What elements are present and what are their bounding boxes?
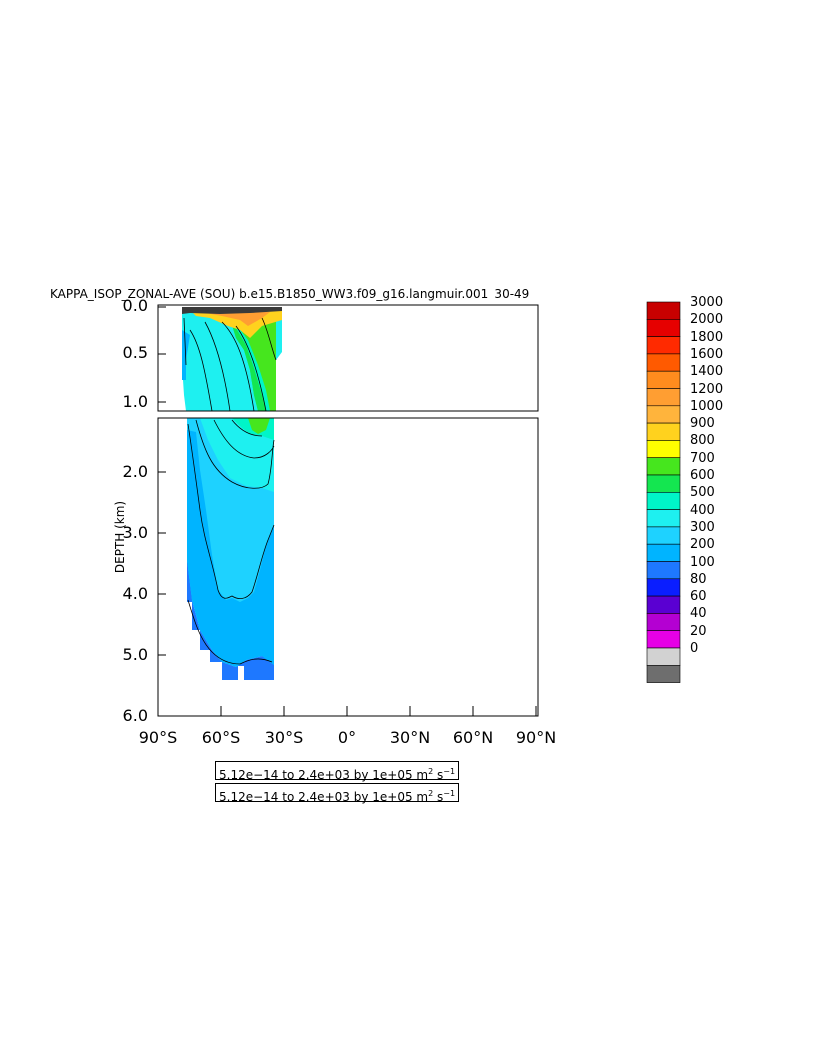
colorbar-label-14: 200 bbox=[690, 537, 715, 553]
contour-info-unit-tail-2: s bbox=[437, 790, 444, 804]
colorbar-swatch-2 bbox=[646, 336, 681, 355]
y-tick-label-1: 0.5 bbox=[122, 343, 148, 362]
lower-field-midblue bbox=[187, 430, 274, 667]
y-tick-label-4: 3.0 bbox=[122, 523, 148, 542]
x-tick-label-60n: 60°N bbox=[452, 728, 494, 747]
x-tick-label-0: 0° bbox=[337, 728, 357, 747]
colorbar-label-6: 1000 bbox=[690, 398, 724, 414]
colorbar-label-4: 1400 bbox=[690, 364, 724, 380]
x-tick-label-30s: 30°S bbox=[264, 728, 304, 747]
colorbar-swatch-18 bbox=[646, 613, 681, 632]
upper-panel-frame bbox=[157, 304, 539, 412]
colorbar-label-2: 1800 bbox=[690, 329, 724, 345]
y-tick-label-7: 6.0 bbox=[122, 706, 148, 725]
colorbar-swatch-11 bbox=[646, 491, 681, 510]
contour-info-sup-2b: 2 bbox=[428, 789, 434, 798]
colorbar-swatch-3 bbox=[646, 353, 681, 372]
contour-info-box-2: 5.12e−14 to 2.4e+03 by 1e+05 m2 s−1 bbox=[215, 783, 460, 804]
colorbar-swatch-7 bbox=[646, 422, 681, 441]
colorbar-label-7: 900 bbox=[690, 416, 715, 432]
colorbar-label-12: 400 bbox=[690, 502, 715, 518]
colorbar-swatch-0 bbox=[646, 301, 681, 320]
colorbar-label-8: 800 bbox=[690, 433, 715, 449]
colorbar-swatch-6 bbox=[646, 405, 681, 424]
colorbar-label-15: 100 bbox=[690, 554, 715, 570]
colorbar-label-16: 80 bbox=[690, 571, 707, 587]
contour-info-text-1: 5.12e−14 to 2.4e+03 by 1e+05 m bbox=[219, 768, 429, 782]
contour-info-unit-tail-1: s bbox=[437, 768, 444, 782]
contour-info-text-2: 5.12e−14 to 2.4e+03 by 1e+05 m bbox=[219, 790, 429, 804]
colorbar-label-3: 1600 bbox=[690, 346, 724, 362]
colorbar-label-10: 600 bbox=[690, 468, 715, 483]
colorbar-swatch-16 bbox=[646, 578, 681, 597]
lower-panel-field bbox=[187, 418, 275, 680]
colorbar-swatch-21 bbox=[646, 664, 681, 683]
y-tick-label-2: 1.0 bbox=[122, 392, 148, 411]
upper-field-orange bbox=[200, 312, 270, 326]
upper-field-contours bbox=[183, 317, 277, 412]
lower-panel-frame bbox=[157, 417, 539, 717]
colorbar-swatch-17 bbox=[646, 595, 681, 614]
y-tick-label-6: 5.0 bbox=[122, 645, 148, 664]
colorbar-label-13: 300 bbox=[690, 519, 715, 535]
colorbar-label-17: 60 bbox=[690, 589, 707, 605]
contour-info-sup-neg1: −1 bbox=[443, 767, 456, 776]
colorbar-swatch-19 bbox=[646, 630, 681, 649]
upper-field-surface-dark bbox=[182, 307, 282, 314]
colorbar-swatch-9 bbox=[646, 457, 681, 476]
contour-info-box-1: 5.12e−14 to 2.4e+03 by 1e+05 m2 s−1 bbox=[215, 761, 460, 782]
colorbar-swatch-20 bbox=[646, 647, 681, 666]
x-tick-label-60s: 60°S bbox=[201, 728, 241, 747]
colorbar-swatch-12 bbox=[646, 509, 681, 528]
y-tick-label-5: 4.0 bbox=[122, 584, 148, 603]
lower-field-green bbox=[248, 418, 270, 434]
lower-field-cyan bbox=[200, 418, 274, 492]
y-tick-marks bbox=[158, 306, 166, 656]
x-tick-marks bbox=[157, 706, 537, 716]
colorbar-swatch-15 bbox=[646, 561, 681, 580]
contour-info-sup-2: 2 bbox=[428, 767, 434, 776]
upper-field-green-light bbox=[222, 322, 266, 411]
colorbar-label-5: 1200 bbox=[690, 381, 724, 397]
colorbar-label-1: 2000 bbox=[690, 312, 724, 328]
chart-title: KAPPA_ISOP_ZONAL-AVE (SOU) b.e15.B1850_W… bbox=[50, 287, 530, 301]
x-tick-label-30n: 30°N bbox=[389, 728, 431, 747]
lower-field-contours bbox=[187, 419, 275, 665]
colorbar-swatch-5 bbox=[646, 388, 681, 407]
colorbar-label-18: 40 bbox=[690, 606, 707, 622]
y-tick-label-3: 2.0 bbox=[122, 462, 148, 481]
contour-info-sup-neg1b: −1 bbox=[443, 789, 456, 798]
colorbar bbox=[646, 301, 681, 683]
upper-panel-field bbox=[182, 307, 282, 412]
colorbar-swatch-13 bbox=[646, 526, 681, 545]
y-tick-label-0: 0.0 bbox=[122, 296, 148, 315]
colorbar-label-11: 500 bbox=[690, 485, 715, 501]
colorbar-label-0: 3000 bbox=[690, 295, 724, 310]
colorbar-swatch-8 bbox=[646, 440, 681, 458]
colorbar-label-19: 20 bbox=[690, 623, 707, 639]
colorbar-label-20: 0 bbox=[690, 641, 699, 656]
x-tick-label-90s: 90°S bbox=[138, 728, 178, 747]
colorbar-swatch-14 bbox=[646, 543, 681, 562]
upper-field-edge-blue bbox=[182, 330, 190, 380]
colorbar-swatch-4 bbox=[646, 370, 681, 389]
colorbar-swatch-1 bbox=[646, 318, 681, 337]
colorbar-swatch-10 bbox=[646, 474, 681, 493]
colorbar-label-9: 700 bbox=[690, 450, 715, 466]
x-tick-label-90n: 90°N bbox=[515, 728, 557, 747]
